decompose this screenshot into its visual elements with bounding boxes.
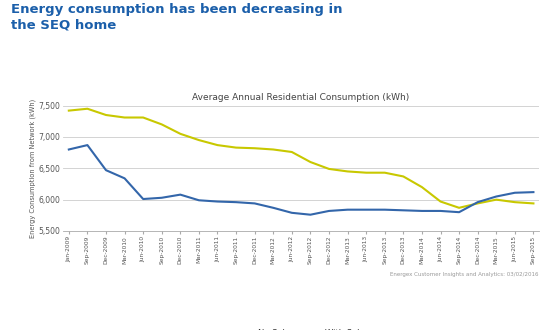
Title: Average Annual Residential Consumption (kWh): Average Annual Residential Consumption (… <box>192 93 410 102</box>
Text: Energex Customer Insights and Analytics: 03/02/2016: Energex Customer Insights and Analytics:… <box>390 272 539 277</box>
Text: Energy consumption has been decreasing in
the SEQ home: Energy consumption has been decreasing i… <box>11 3 343 32</box>
Legend: No Solar, With Solar: No Solar, With Solar <box>231 325 371 330</box>
Y-axis label: Energy Consumption from Network (kWh): Energy Consumption from Network (kWh) <box>29 99 36 238</box>
